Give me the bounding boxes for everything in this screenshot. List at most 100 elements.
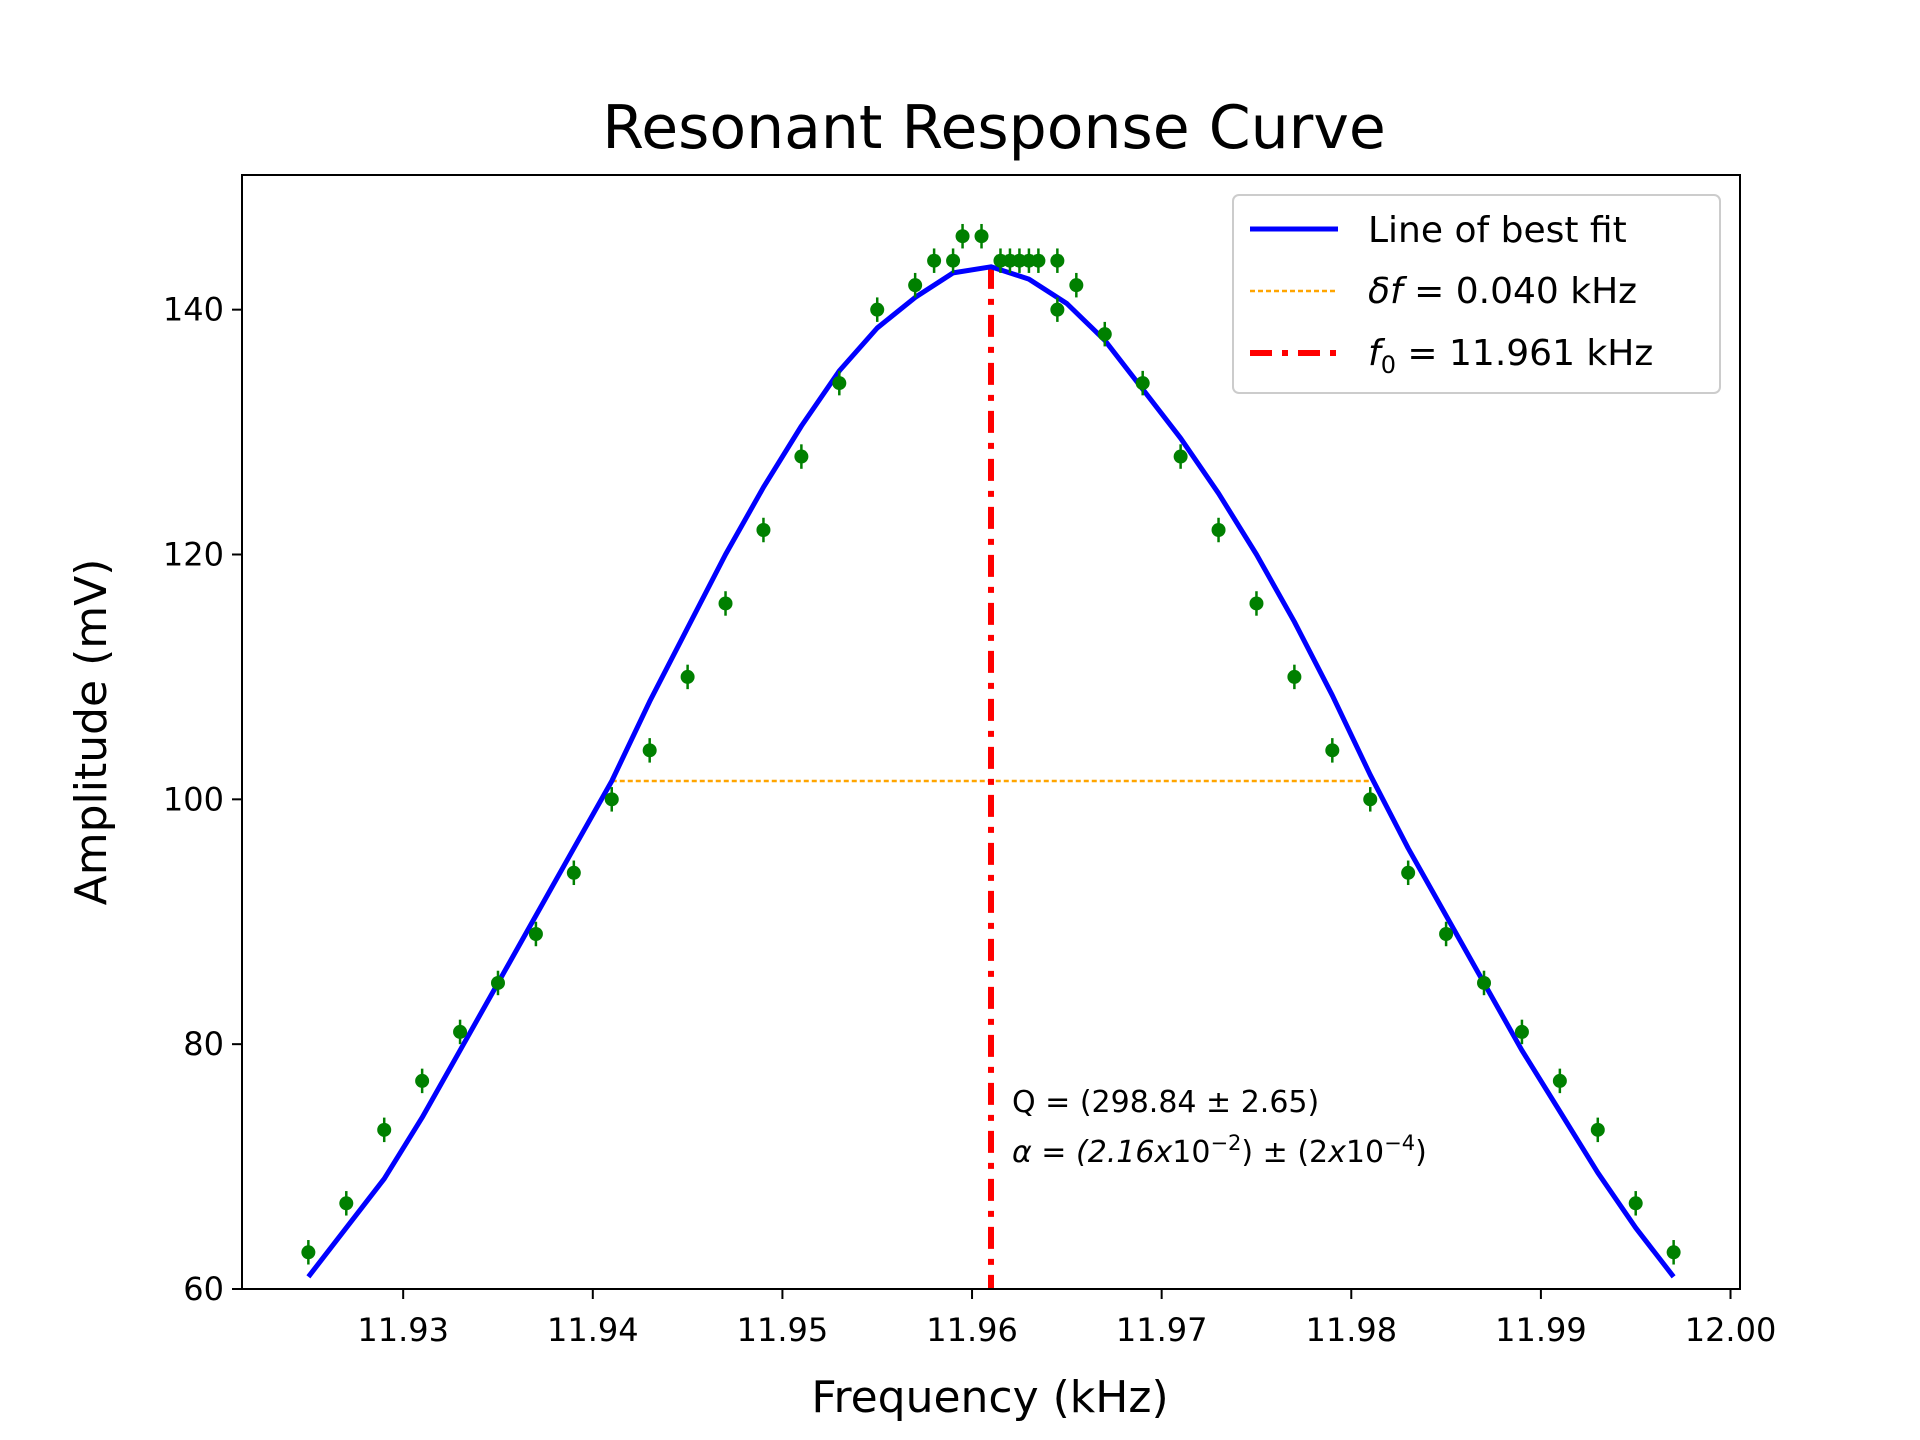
data-point-marker	[1173, 449, 1188, 464]
data-point	[1173, 444, 1188, 469]
x-tick-label: 11.97	[1116, 1311, 1208, 1349]
data-point	[1477, 970, 1492, 996]
data-point-marker	[1514, 1024, 1529, 1039]
data-point	[453, 1019, 468, 1045]
data-point-marker	[1477, 975, 1492, 990]
data-point-marker	[1287, 669, 1302, 684]
data-point-marker	[566, 865, 581, 880]
x-tick-label: 11.93	[357, 1311, 449, 1349]
data-point	[794, 444, 809, 469]
data-point	[642, 738, 657, 763]
data-point-marker	[453, 1024, 468, 1039]
x-tick-label: 11.95	[737, 1311, 829, 1349]
x-axis-ticks: 11.93 11.94 11.95 11.96 11.97 11.98 11.99 12.00	[357, 1289, 1776, 1349]
data-point	[1249, 591, 1264, 616]
data-point	[377, 1117, 392, 1143]
data-point	[1050, 248, 1065, 273]
y-tick-label: 60	[183, 1270, 224, 1308]
x-tick-label: 11.98	[1305, 1311, 1397, 1349]
legend-f0-sub: 0	[1381, 351, 1396, 379]
data-point-marker	[927, 253, 942, 268]
data-point	[1050, 297, 1065, 322]
data-point-marker	[1363, 792, 1378, 807]
y-tick-label: 100	[163, 780, 224, 818]
data-point	[1069, 272, 1084, 298]
legend-label-fit: Line of best fit	[1368, 210, 1627, 251]
data-point-marker	[604, 792, 619, 807]
data-point	[339, 1191, 354, 1216]
data-point-marker	[1439, 926, 1454, 941]
data-point-marker	[1097, 327, 1112, 342]
data-point	[1514, 1019, 1529, 1045]
data-point	[1097, 321, 1112, 347]
data-point-marker	[377, 1122, 392, 1137]
x-axis-label: Frequency (kHz)	[811, 1372, 1168, 1423]
alpha-times-2: x	[1327, 1135, 1346, 1170]
data-point-marker	[1552, 1073, 1567, 1088]
data-point	[1401, 860, 1416, 886]
y-tick-label: 80	[183, 1025, 224, 1063]
data-point-marker	[974, 229, 989, 244]
y-tick-label: 120	[163, 535, 224, 573]
data-point-marker	[832, 376, 847, 391]
alpha-prefix: α = (2.16	[1012, 1135, 1155, 1170]
data-point	[756, 517, 771, 543]
plot-area	[301, 223, 1681, 1289]
data-point-marker	[339, 1196, 354, 1211]
alpha-times-1: x	[1154, 1135, 1173, 1170]
data-point-marker	[1031, 253, 1046, 268]
data-point	[301, 1240, 316, 1265]
data-point	[1211, 517, 1226, 543]
data-point-marker	[1050, 302, 1065, 317]
data-point	[908, 272, 923, 298]
data-point-marker	[1666, 1245, 1681, 1260]
data-point-marker	[1628, 1196, 1643, 1211]
data-point	[1590, 1117, 1605, 1143]
chart-title: Resonant Response Curve	[602, 93, 1386, 163]
data-point-marker	[490, 975, 505, 990]
data-point	[832, 370, 847, 396]
alpha-ten-1: 10	[1172, 1135, 1210, 1170]
data-point-marker	[756, 523, 771, 538]
data-point	[528, 921, 543, 947]
x-tick-label: 12.00	[1685, 1311, 1777, 1349]
annotation: Q = (298.84 ± 2.65) α = (2.16x10−2) ± (2…	[1012, 1085, 1427, 1170]
data-point-marker	[908, 278, 923, 293]
data-point	[415, 1068, 430, 1094]
data-point	[1666, 1240, 1681, 1265]
data-point-marker	[955, 229, 970, 244]
data-point-marker	[415, 1073, 430, 1088]
data-point	[604, 787, 619, 812]
data-point-marker	[1069, 278, 1084, 293]
x-tick-label: 11.94	[547, 1311, 639, 1349]
data-point	[566, 860, 581, 886]
alpha-ten-2: 10	[1346, 1135, 1384, 1170]
data-point-marker	[946, 253, 961, 268]
legend-label-f0: f0 = 11.961 kHz	[1368, 333, 1653, 379]
data-point	[927, 248, 942, 273]
alpha-suffix: )	[1415, 1135, 1427, 1170]
alpha-exp-2: −4	[1384, 1131, 1415, 1155]
data-point	[870, 297, 885, 322]
y-axis-label: Amplitude (mV)	[66, 559, 117, 906]
data-points-group	[301, 223, 1681, 1265]
y-tick-label: 140	[163, 291, 224, 329]
data-point-marker	[1249, 596, 1264, 611]
data-point	[718, 591, 733, 616]
data-point-marker	[642, 743, 657, 758]
data-point	[946, 248, 961, 273]
data-point-marker	[680, 669, 695, 684]
annotation-q-text: Q = (298.84 ± 2.65)	[1012, 1085, 1319, 1120]
data-point	[1135, 370, 1150, 396]
legend: Line of best fit δf = 0.040 kHz f0 = 11.…	[1232, 194, 1721, 394]
legend-label-fwhm: δf = 0.040 kHz	[1368, 271, 1637, 312]
data-point-marker	[1050, 253, 1065, 268]
data-point-marker	[1325, 743, 1340, 758]
x-tick-label: 11.99	[1495, 1311, 1587, 1349]
fit-curve-line	[306, 264, 1676, 1279]
annotation-alpha-text: α = (2.16x10−2) ± (2x10−4)	[1012, 1131, 1427, 1170]
x-tick-label: 11.96	[926, 1311, 1018, 1349]
data-point-marker	[1135, 376, 1150, 391]
alpha-mid: ) ± (2	[1241, 1135, 1328, 1170]
data-point-marker	[1211, 523, 1226, 538]
